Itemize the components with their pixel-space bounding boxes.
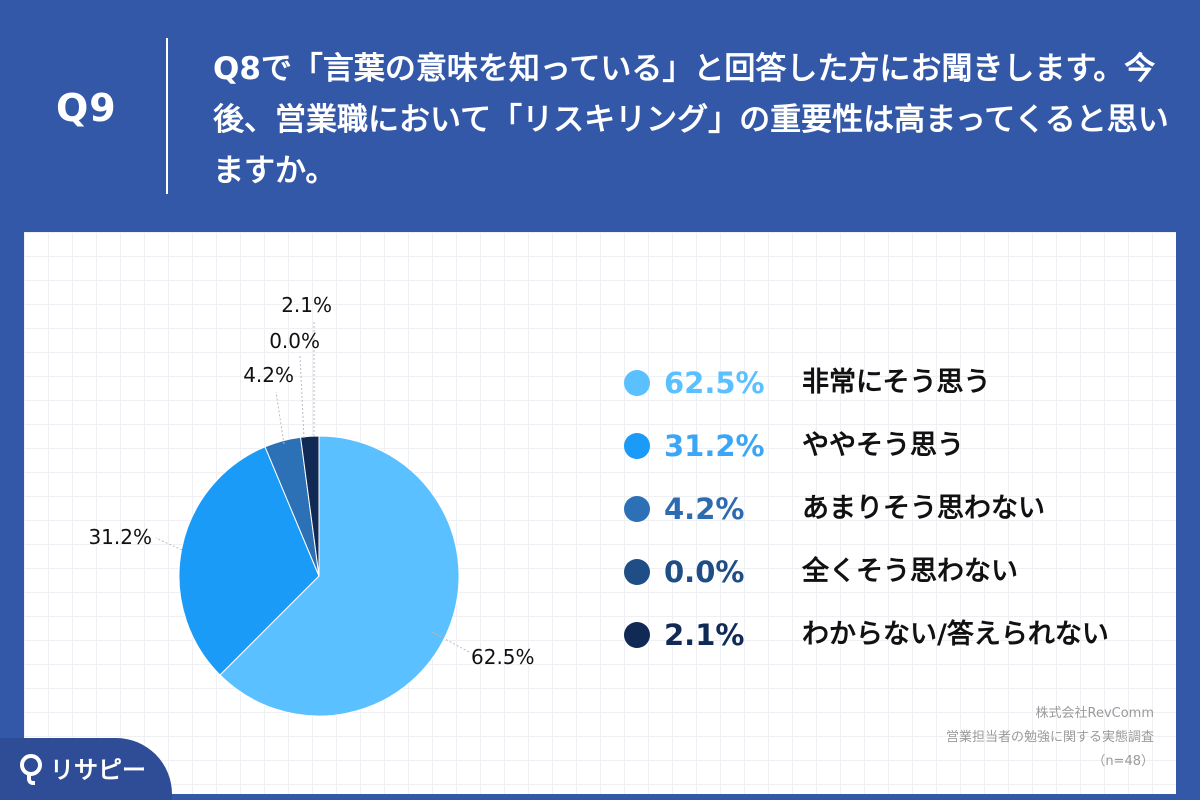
slice-value-label: 2.1% bbox=[281, 293, 332, 317]
legend-item: 62.5% 非常にそう思う bbox=[624, 362, 1164, 425]
pie-slice bbox=[178, 446, 320, 676]
legend-swatch bbox=[624, 622, 650, 648]
legend-item: 4.2% あまりそう思わない bbox=[624, 488, 1164, 551]
legend-label: わからない/答えられない bbox=[802, 619, 1109, 650]
legend-item: 31.2% ややそう思う bbox=[624, 425, 1164, 488]
legend-swatch bbox=[624, 370, 650, 396]
source-note: 株式会社RevComm 営業担当者の勉強に関する実態調査 （n=48） bbox=[946, 702, 1154, 774]
leader-line bbox=[155, 537, 183, 551]
source-sample-size: （n=48） bbox=[1092, 754, 1154, 769]
brand-logo: リサピー bbox=[0, 738, 172, 800]
legend-value: 4.2% bbox=[664, 492, 745, 526]
source-survey: 営業担当者の勉強に関する実態調査 bbox=[945, 730, 1154, 745]
legend-value: 62.5% bbox=[664, 366, 765, 400]
legend-item: 2.1% わからない/答えられない bbox=[624, 614, 1164, 677]
slice-value-label: 31.2% bbox=[88, 525, 152, 549]
leader-line bbox=[431, 631, 470, 653]
pie-chart: 62.5% 31.2% 4.2% 0.0% 2.1% bbox=[88, 293, 535, 717]
legend-value: 0.0% bbox=[664, 555, 745, 589]
legend-label: 非常にそう思う bbox=[802, 367, 991, 398]
legend-label: 全くそう思わない bbox=[802, 556, 1018, 587]
pie-slice bbox=[219, 435, 460, 717]
legend: 62.5% 非常にそう思う 31.2% ややそう思う 4.2% あまりそう思わな… bbox=[624, 362, 1164, 677]
legend-swatch bbox=[624, 559, 650, 585]
header-divider bbox=[166, 38, 168, 194]
legend-label: ややそう思う bbox=[802, 430, 964, 461]
pin-icon bbox=[20, 754, 42, 785]
leader-line bbox=[299, 355, 305, 439]
legend-label: あまりそう思わない bbox=[802, 493, 1045, 524]
legend-value: 2.1% bbox=[664, 618, 745, 652]
source-company: 株式会社RevComm bbox=[1035, 706, 1155, 721]
legend-item: 0.0% 全くそう思わない bbox=[624, 551, 1164, 614]
question-text: Q8で「言葉の意味を知っている」と回答した方にお聞きします。今後、営業職において… bbox=[213, 51, 1169, 189]
chart-panel: 62.5% 31.2% 4.2% 0.0% 2.1% 62.5% 非常にそう思う 31.… bbox=[24, 232, 1176, 794]
question-number: Q9 bbox=[56, 86, 117, 130]
pie-slice bbox=[300, 435, 320, 577]
slice-value-label: 0.0% bbox=[269, 329, 320, 353]
legend-value: 31.2% bbox=[664, 429, 765, 463]
slice-value-label: 4.2% bbox=[243, 363, 294, 387]
legend-swatch bbox=[624, 433, 650, 459]
header: Q9 Q8で「言葉の意味を知っている」と回答した方にお聞きします。今後、営業職に… bbox=[0, 0, 1200, 232]
leader-line bbox=[275, 391, 285, 445]
brand-logo-text: リサピー bbox=[50, 756, 146, 784]
slice-value-label: 62.5% bbox=[471, 645, 535, 669]
legend-swatch bbox=[624, 496, 650, 522]
